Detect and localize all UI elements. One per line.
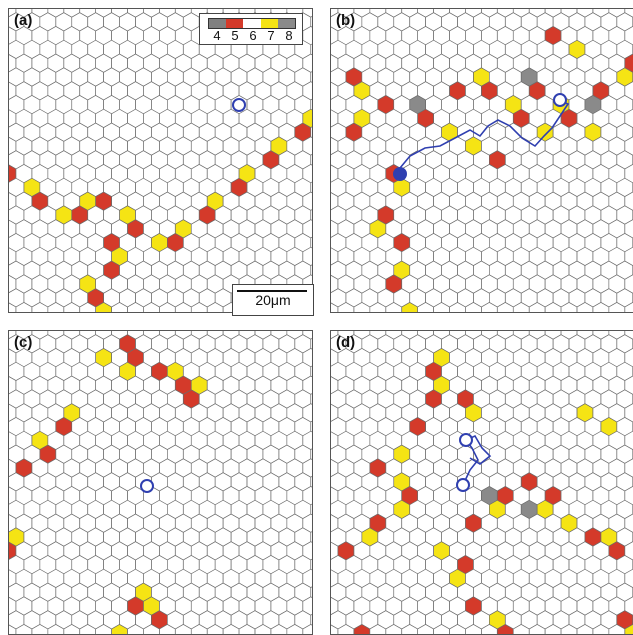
panel-d: (d) (330, 330, 633, 635)
scale-bar-label: 20μm (233, 292, 313, 308)
voronoi-image-b (330, 8, 633, 313)
voronoi-image-a (8, 8, 313, 313)
panel-b: (b) (330, 8, 633, 313)
particle-marker (460, 434, 472, 446)
legend-swatch-4 (209, 19, 226, 28)
scale-bar: 20μm (232, 284, 314, 316)
legend-number: 5 (226, 28, 244, 43)
particle-marker (554, 94, 566, 106)
panel-c: (c) (8, 330, 313, 635)
particle-marker (233, 99, 245, 111)
legend-number: 4 (208, 28, 226, 43)
legend-swatch-8 (278, 19, 295, 28)
panel-a: (a) (8, 8, 313, 313)
legend-swatch-6 (243, 19, 260, 28)
legend-number: 8 (280, 28, 298, 43)
particle-marker (457, 479, 469, 491)
panel-label-a: (a) (14, 12, 32, 29)
voronoi-image-c (8, 330, 313, 635)
legend-numbers: 4 5 6 7 8 (208, 28, 298, 43)
voronoi-image-d (330, 330, 633, 635)
panel-label-b: (b) (336, 12, 355, 29)
particle-marker (394, 168, 406, 180)
legend-number: 6 (244, 28, 262, 43)
legend-number: 7 (262, 28, 280, 43)
particle-marker (141, 480, 153, 492)
panel-label-c: (c) (14, 334, 32, 351)
legend-swatch-7 (261, 19, 278, 28)
legend-swatch-5 (226, 19, 243, 28)
panel-label-d: (d) (336, 334, 355, 351)
coordination-legend: 4 5 6 7 8 (199, 13, 303, 45)
